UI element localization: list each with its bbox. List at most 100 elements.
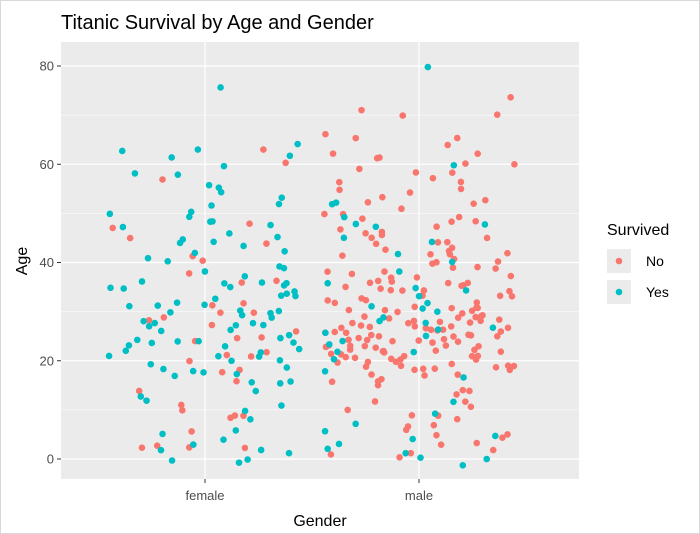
data-point-yes [164,258,172,265]
data-point-yes [189,367,197,375]
data-point-yes [415,292,423,300]
data-point-no [442,342,450,349]
data-point-yes [208,202,215,209]
data-point-yes [220,162,228,170]
data-point-no [345,306,353,314]
data-point-no [430,421,438,429]
data-point-yes [294,140,301,148]
data-point-yes [120,285,127,292]
data-point-yes [228,357,235,365]
data-point-no [462,160,469,167]
data-point-yes [424,63,432,71]
data-point-yes [286,152,294,160]
data-point-no [292,328,300,335]
data-point-no [348,270,356,278]
data-point-no [450,333,457,340]
data-point-no [483,234,491,242]
data-point-no [397,356,404,363]
data-point-no [506,287,513,295]
data-point-no [413,274,421,281]
data-point-yes [334,348,341,356]
data-point-no [372,240,380,248]
data-point-no [364,199,372,206]
data-point-yes [324,279,331,287]
data-point-yes [220,436,227,443]
data-point-no [499,434,506,441]
data-point-no [377,285,384,292]
data-point-yes [295,345,303,353]
data-point-yes [191,249,199,257]
data-point-no [453,415,461,423]
data-point-no [404,423,412,430]
data-point-no [406,189,414,196]
data-point-yes [489,324,497,331]
data-point-yes [144,254,152,262]
data-point-yes [217,188,225,196]
data-point-yes [148,339,156,347]
data-point-no [444,141,451,149]
data-point-yes [434,326,442,333]
plot-panel [61,42,579,479]
data-point-no [109,224,117,232]
data-point-no [356,165,363,173]
data-point-no [465,331,472,339]
data-point-yes [330,355,338,363]
y-tick-label: 80 [40,59,54,74]
data-point-no [411,303,418,311]
data-point-yes [221,280,228,287]
data-point-no [504,249,511,257]
data-point-no [321,210,328,218]
data-point-no [346,346,354,353]
data-point-no [282,159,289,167]
data-point-no [399,112,407,119]
data-point-no [496,292,504,300]
data-point-yes [372,223,380,231]
data-point-no [209,302,216,309]
data-point-yes [283,279,290,287]
data-point-no [385,315,393,322]
data-point-yes [201,301,208,309]
data-point-no [411,323,419,330]
data-point-yes [332,199,340,206]
data-point-no [504,362,512,370]
data-point-yes [105,352,113,360]
data-point-no [510,362,518,370]
data-point-no [444,238,451,246]
data-point-no [459,386,467,394]
data-point-no [457,178,465,186]
data-point-yes [460,374,467,381]
data-point-yes [448,258,456,266]
data-point-no [126,234,134,242]
data-point-yes [107,284,114,292]
data-point-no [342,329,350,337]
data-point-no [327,350,335,358]
data-point-no [497,348,505,355]
data-point-no [273,277,280,285]
data-point-no [388,278,396,285]
data-point-no [473,439,481,447]
data-point-no [434,239,442,246]
data-point-yes [352,220,360,228]
data-point-no [472,217,479,225]
data-point-yes [276,357,284,364]
data-point-no [398,205,405,213]
data-point-no [336,186,343,194]
data-point-yes [462,287,470,294]
data-point-yes [106,210,114,218]
data-point-yes [211,295,219,303]
data-point-yes [450,161,458,169]
x-axis-label: Gender [293,513,347,530]
data-point-no [336,178,343,186]
data-point-yes [131,170,139,177]
data-point-no [412,169,420,176]
data-point-no [328,378,336,386]
data-point-no [454,371,462,378]
y-tick-label: 20 [40,353,54,368]
data-point-no [362,230,369,237]
data-point-no [260,146,267,153]
data-point-no [507,272,515,280]
data-point-no [473,299,481,306]
data-point-no [449,169,456,176]
data-point-no [508,293,516,300]
data-point-no [436,318,444,326]
